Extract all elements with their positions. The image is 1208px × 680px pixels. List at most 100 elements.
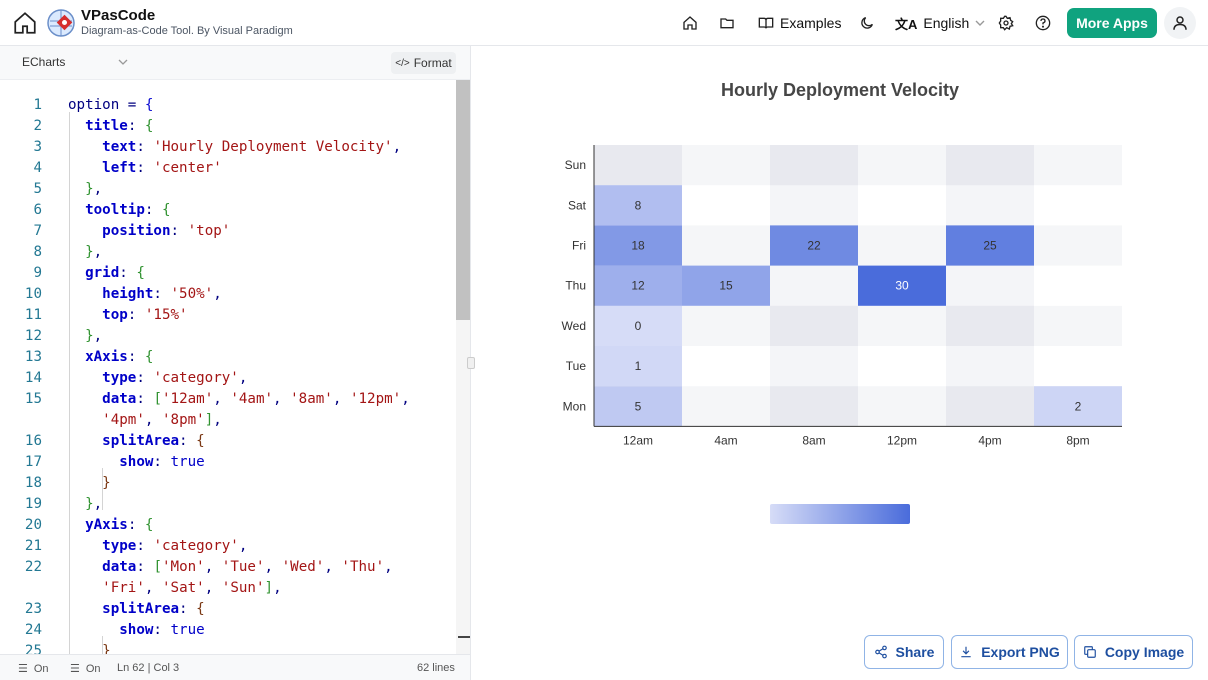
x-tick-label: 12pm bbox=[887, 433, 917, 447]
code-text: }, bbox=[85, 244, 103, 260]
cell-value-label: 18 bbox=[631, 239, 645, 253]
minimap-state: On bbox=[85, 662, 101, 675]
y-tick-label: Thu bbox=[565, 279, 586, 293]
code-text: } bbox=[102, 475, 111, 491]
export-png-button[interactable]: Export PNG bbox=[951, 635, 1068, 669]
heatmap-cell bbox=[594, 225, 682, 266]
code-line: 1 option = { bbox=[0, 95, 456, 116]
language-label: English bbox=[923, 15, 970, 31]
code-text: yAxis: { bbox=[85, 517, 154, 533]
code-line: 21 type: 'category', bbox=[0, 536, 456, 557]
code-text: top: '15%' bbox=[102, 307, 188, 323]
x-split-area bbox=[1034, 145, 1122, 427]
code-editor[interactable]: 1 option = {2 title: {3 text: 'Hourly Dep… bbox=[0, 80, 456, 654]
code-text: height: '50%', bbox=[102, 286, 222, 302]
examples-label: Examples bbox=[780, 15, 842, 31]
code-line: 14 type: 'category', bbox=[0, 368, 456, 389]
x-split-area bbox=[770, 145, 858, 427]
heatmap-cell bbox=[682, 265, 770, 306]
code-line: 20 yAxis: { bbox=[0, 515, 456, 536]
y-tick-label: Sat bbox=[568, 198, 587, 212]
cell-value-label: 12 bbox=[631, 279, 645, 293]
folder-icon[interactable] bbox=[716, 12, 738, 34]
y-tick-label: Tue bbox=[566, 359, 587, 373]
line-number: 17 bbox=[24, 454, 42, 470]
share-icon bbox=[874, 645, 887, 659]
line-number: 14 bbox=[24, 370, 42, 386]
language-dropdown[interactable]: ECharts bbox=[22, 55, 128, 69]
code-line: 5 }, bbox=[0, 179, 456, 200]
code-text: type: 'category', bbox=[102, 538, 248, 554]
line-number: 4 bbox=[33, 160, 42, 176]
gear-icon[interactable] bbox=[995, 12, 1017, 34]
code-line: 11 top: '15%' bbox=[0, 305, 456, 326]
code-text: } bbox=[102, 643, 111, 654]
user-avatar[interactable] bbox=[1164, 7, 1196, 39]
cell-value-label: 22 bbox=[807, 239, 821, 253]
home-icon[interactable] bbox=[10, 8, 40, 38]
line-number: 19 bbox=[24, 496, 42, 512]
download-icon bbox=[961, 646, 971, 658]
language-select[interactable]: 文A English bbox=[895, 12, 985, 34]
line-number: 18 bbox=[24, 475, 42, 491]
editor-toolbar: ECharts </> Format bbox=[0, 46, 470, 80]
code-line: 19 }, bbox=[0, 494, 456, 515]
share-button[interactable]: Share bbox=[864, 635, 944, 669]
line-number: 7 bbox=[33, 223, 42, 239]
x-split-area bbox=[946, 145, 1034, 427]
more-apps-button[interactable]: More Apps bbox=[1067, 8, 1157, 38]
app-title: VPasCode bbox=[81, 7, 156, 24]
heatmap-cell bbox=[1034, 386, 1122, 427]
examples-link[interactable]: Examples bbox=[758, 12, 841, 34]
user-icon bbox=[1173, 16, 1187, 30]
line-number: 13 bbox=[24, 349, 42, 365]
code-line: 2 title: { bbox=[0, 116, 456, 137]
chevron-down-icon bbox=[118, 59, 128, 65]
chart-title: Hourly Deployment Velocity bbox=[720, 80, 960, 100]
copy-image-button[interactable]: Copy Image bbox=[1074, 635, 1193, 669]
line-number: 22 bbox=[24, 559, 42, 575]
code-line: 22 data: ['Mon', 'Tue', 'Wed', 'Thu', bbox=[0, 557, 456, 578]
cell-value-label: 2 bbox=[1075, 399, 1082, 413]
code-line: 4 left: 'center' bbox=[0, 158, 456, 179]
line-number: 12 bbox=[24, 328, 42, 344]
code-line: 16 splitArea: { bbox=[0, 431, 456, 452]
pane-resize-handle[interactable] bbox=[467, 357, 475, 369]
dark-mode-icon[interactable] bbox=[856, 12, 878, 34]
line-number: 5 bbox=[33, 181, 42, 197]
editor-scrollbar-thumb[interactable] bbox=[456, 80, 470, 320]
code-line: 12 }, bbox=[0, 326, 456, 347]
heatmap-cell bbox=[594, 386, 682, 427]
x-tick-label: 8pm bbox=[1066, 433, 1089, 447]
code-text: position: 'top' bbox=[102, 223, 231, 239]
home-nav-icon[interactable] bbox=[679, 12, 701, 34]
code-line: 13 xAxis: { bbox=[0, 347, 456, 368]
line-number: 25 bbox=[24, 643, 42, 654]
heatmap-cell bbox=[594, 185, 682, 226]
code-line: 18 } bbox=[0, 473, 456, 494]
format-label: Format bbox=[413, 56, 452, 70]
line-number: 2 bbox=[33, 118, 42, 134]
code-line: 3 text: 'Hourly Deployment Velocity', bbox=[0, 137, 456, 158]
minimap-toggle[interactable]: ☰ On bbox=[70, 662, 101, 676]
help-icon[interactable] bbox=[1032, 12, 1054, 34]
code-line: 23 splitArea: { bbox=[0, 599, 456, 620]
x-tick-label: 4am bbox=[714, 433, 737, 447]
word-wrap-toggle[interactable]: ☰ On bbox=[18, 662, 49, 676]
heatmap-cell bbox=[594, 346, 682, 387]
word-wrap-state: On bbox=[33, 662, 49, 675]
cell-value-label: 15 bbox=[719, 279, 733, 293]
format-button[interactable]: </> Format bbox=[391, 52, 456, 74]
line-number: 24 bbox=[24, 622, 42, 638]
code-text: data: ['12am', '4am', '8am', '12pm', bbox=[102, 391, 410, 407]
code-icon: </> bbox=[395, 57, 410, 69]
line-number: 6 bbox=[33, 202, 42, 218]
scrollbar-cursor-marker bbox=[458, 636, 470, 638]
code-line: 9 grid: { bbox=[0, 263, 456, 284]
heatmap-cell bbox=[946, 225, 1034, 266]
line-number: 1 bbox=[33, 97, 42, 113]
minimap-icon: ☰ bbox=[70, 663, 80, 675]
x-tick-label: 4pm bbox=[978, 433, 1001, 447]
heatmap-chart: 5 1 0 12 15 30 18 22 25 8 2 12am 4am 8am 12pm 4pm 8pm Mon… bbox=[562, 145, 1122, 524]
vpascode-logo bbox=[46, 8, 76, 38]
